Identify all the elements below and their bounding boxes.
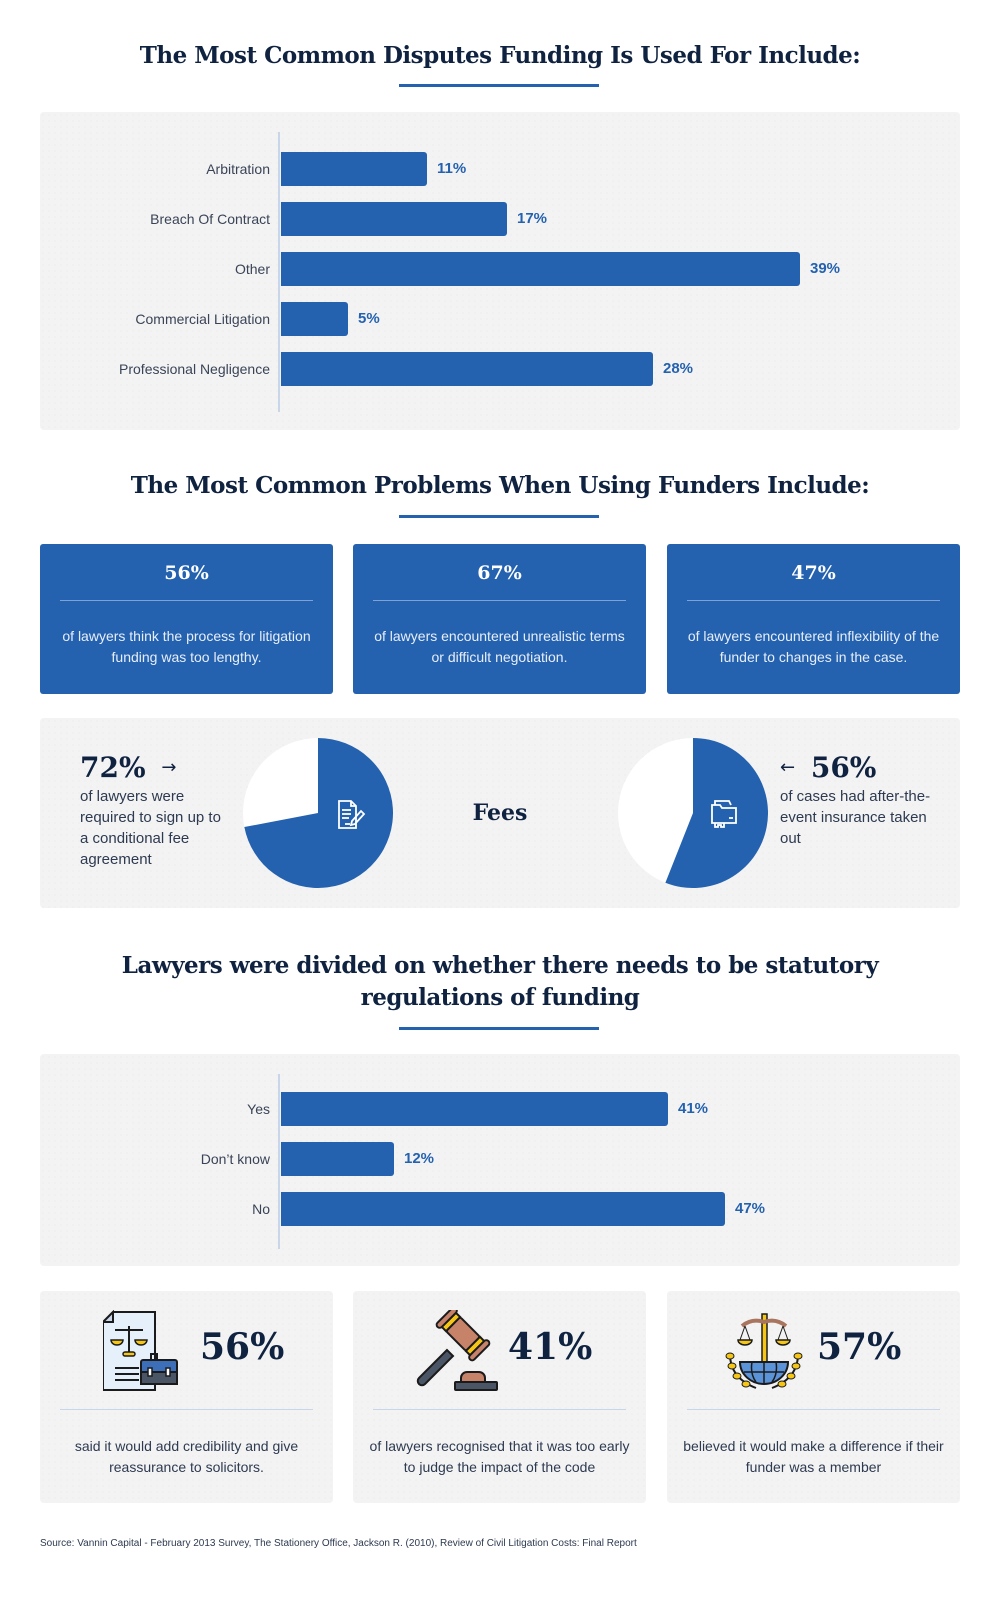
problem-description: of lawyers encountered unrealistic terms… [374,628,625,665]
chart-bar-row: Professional Negligence 28% [40,352,960,386]
bar-label: Don’t know [200,1151,270,1167]
bar [281,1092,668,1126]
stat-card: 56% said it would add credibility and gi… [40,1291,333,1503]
fees-right-stat: ← 56% of cases had after-the-event insur… [780,750,940,849]
bar [281,202,507,236]
bar-value: 28% [663,360,694,377]
bar-label: Professional Negligence [119,361,270,377]
stat-description: believed it would make a difference if t… [683,1437,944,1475]
problem-description: of lawyers encountered inflexibility of … [687,628,940,665]
scales-globe-icon [725,1313,803,1389]
bar [281,352,653,386]
bar-value: 17% [517,210,548,227]
stat-percent: 57% [817,1326,902,1368]
fees-left-pie [243,738,393,888]
stat-card: 41% of lawyers recognised that it was to… [353,1291,646,1503]
chart-axis [278,132,280,412]
problem-percent: 47% [791,562,836,584]
fees-left-stat: 72% → of lawyers were required to sign u… [80,750,230,870]
bar-label: Arbitration [206,161,270,177]
arrow-right-icon: → [161,757,177,778]
bar-value: 5% [358,310,380,327]
bar [281,252,800,286]
bar-value: 12% [404,1150,435,1167]
fees-panel: 72% → of lawyers were required to sign u… [40,718,960,908]
fees-right-description: of cases had after-the-event insurance t… [780,788,931,847]
chart-axis [278,1074,280,1249]
problems-title: The Most Common Problems When Using Fund… [130,472,870,499]
disputes-title: The Most Common Disputes Funding Is Used… [139,42,861,69]
source-footnote: Source: Vannin Capital - February 2013 S… [40,1538,637,1549]
disputes-chart-panel: Arbitration 11% Breach Of Contract 17% Other… [40,112,960,430]
divider [373,600,626,601]
bar-value: 41% [678,1100,709,1117]
folder-icon [711,800,737,828]
chart-bar-row: Commercial Litigation 5% [40,302,960,336]
stat-description: said it would add credibility and give r… [74,1437,299,1475]
document-pen-icon [338,800,366,829]
bar [281,1142,394,1176]
divider [60,600,313,601]
divider [373,1409,626,1410]
legal-document-briefcase-icon [103,1310,178,1391]
bar-label: Breach Of Contract [150,211,270,227]
bar-label: Other [234,261,270,277]
chart-bar-row: Don’t know 12% [40,1142,960,1176]
bar-value: 11% [437,160,467,177]
fees-right-pie [618,738,768,888]
bar [281,1192,725,1226]
problem-card: 47% of lawyers encountered inflexibility… [667,544,960,694]
gavel-icon [416,1310,498,1391]
title-underline [399,515,599,518]
bar-value: 47% [735,1200,766,1217]
chart-bar-row: Other 39% [40,252,960,286]
chart-bar-row: Yes 41% [40,1092,960,1126]
bar-label: No [252,1201,270,1217]
bar [281,302,348,336]
bar-label: Commercial Litigation [135,311,270,327]
chart-bar-row: Breach Of Contract 17% [40,202,960,236]
problem-description: of lawyers think the process for litigat… [62,628,311,665]
stat-card: 57% believed it would make a difference … [667,1291,960,1503]
stat-percent: 56% [200,1326,285,1368]
title-underline [399,1027,599,1030]
problem-percent: 67% [477,562,522,584]
divider [687,1409,940,1410]
stat-description: of lawyers recognised that it was too ea… [369,1437,630,1475]
chart-bar-row: Arbitration 11% [40,152,960,186]
problem-card: 67% of lawyers encountered unrealistic t… [353,544,646,694]
chart-bar-row: No 47% [40,1192,960,1226]
title-underline [399,84,599,87]
bar-label: Yes [247,1101,270,1117]
divider [687,600,940,601]
fees-right-percent: ← 56% [780,751,877,784]
divider [60,1409,313,1410]
stat-percent: 41% [508,1326,593,1368]
bar [281,152,427,186]
problem-card: 56% of lawyers think the process for lit… [40,544,333,694]
fees-left-percent: 72% → [80,751,177,784]
regulation-title: Lawyers were divided on whether there ne… [121,952,879,1011]
bar-value: 39% [810,260,841,277]
fees-left-description: of lawyers were required to sign up to a… [80,788,221,868]
regulation-chart-panel: Yes 41% Don’t know 12% No 47% [40,1054,960,1266]
problem-percent: 56% [164,562,209,584]
arrow-left-icon: ← [780,757,796,778]
fees-label: Fees [472,800,528,826]
